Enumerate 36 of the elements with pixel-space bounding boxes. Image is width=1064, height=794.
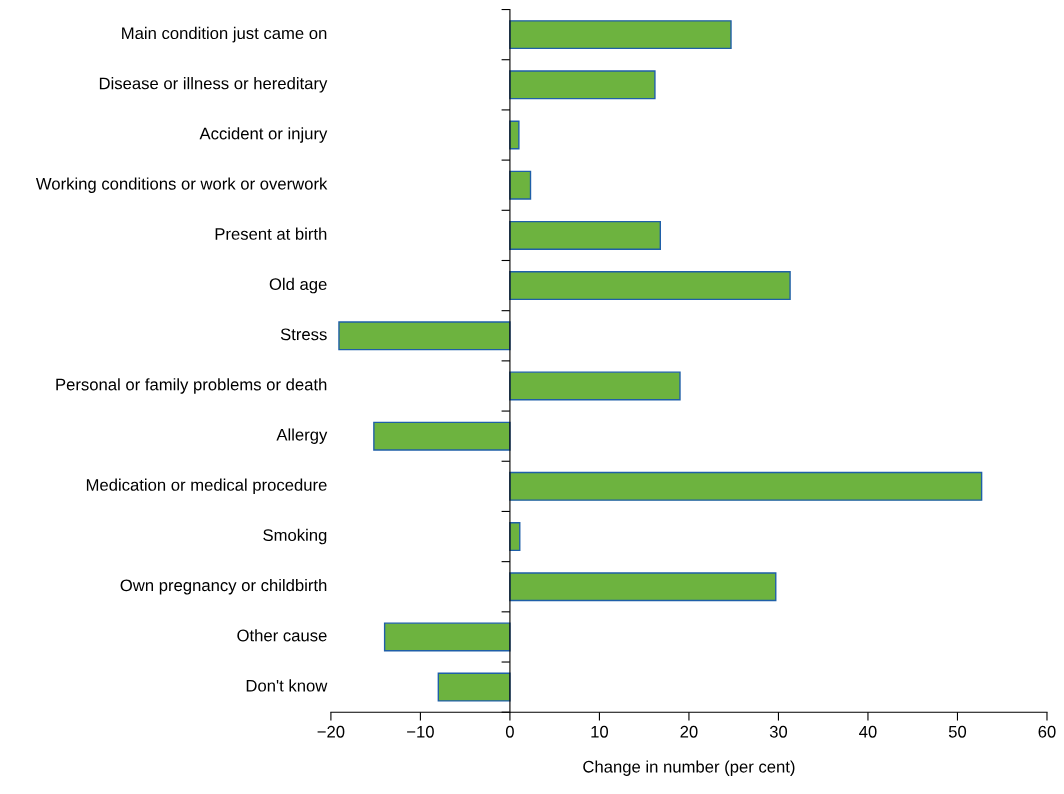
- y-tick-label: Allergy: [276, 428, 328, 444]
- x-tick-label: 10: [591, 725, 609, 738]
- bar: [509, 271, 791, 301]
- y-tick-label: Old age: [269, 277, 327, 294]
- x-tick-label: 40: [859, 725, 877, 738]
- bar: [509, 170, 532, 200]
- y-tick-label: Personal or family problems or death: [56, 378, 327, 394]
- y-tick-label: Stress: [280, 328, 327, 341]
- y-tick-label: Own pregnancy or childbirth: [120, 578, 327, 595]
- x-tick-label: −20: [317, 725, 345, 738]
- y-tick-label: Main condition just came on: [122, 26, 327, 43]
- y-tick-label: Disease or illness or hereditary: [99, 77, 328, 93]
- x-tick-label: 50: [948, 725, 967, 738]
- y-tick-label: Don't know: [246, 679, 328, 692]
- y-tick-label: Accident or injury: [199, 127, 328, 143]
- bar: [509, 20, 732, 50]
- y-tick-label: Other cause: [237, 629, 327, 642]
- x-tick-label: 30: [769, 725, 788, 738]
- bar: [509, 220, 661, 250]
- bar: [383, 622, 511, 652]
- x-tick-label: 60: [1038, 725, 1056, 738]
- bar: [509, 70, 656, 100]
- bar: [509, 572, 777, 602]
- bar: [509, 471, 983, 501]
- y-tick-label: Smoking: [263, 528, 327, 545]
- bar: [373, 421, 511, 451]
- y-tick-label: Medication or medical procedure: [86, 478, 327, 495]
- x-tick-label: 20: [680, 725, 698, 738]
- x-tick-label: −10: [407, 725, 434, 738]
- bar: [509, 371, 681, 401]
- y-tick-label: Present at birth: [215, 227, 327, 240]
- bar: [437, 672, 511, 702]
- x-axis-title: Change in number (per cent): [583, 760, 795, 776]
- x-tick-label: 0: [505, 725, 514, 738]
- bar: [338, 321, 511, 351]
- y-tick-label: Working conditions or work or overwork: [35, 177, 328, 193]
